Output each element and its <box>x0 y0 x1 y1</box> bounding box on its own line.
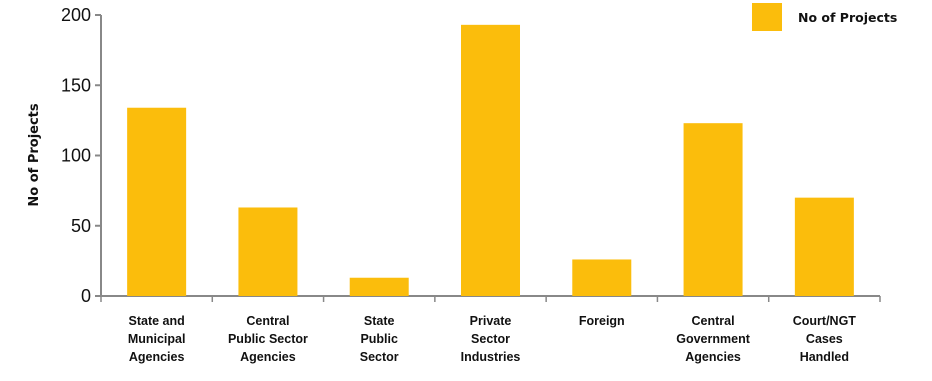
x-category-label-line: Sector <box>360 350 399 364</box>
bar <box>238 207 298 296</box>
x-category-label: Central Public Sector Agencies <box>228 314 308 364</box>
legend-swatch <box>752 3 782 31</box>
bar <box>683 123 743 296</box>
x-category-label-line: Municipal <box>128 332 186 346</box>
bar <box>127 107 187 296</box>
x-category-label-line: Court/NGT <box>793 314 857 328</box>
bar <box>572 259 632 296</box>
y-axis-label: No of Projects <box>27 103 42 207</box>
y-tick-label: 200 <box>61 5 91 25</box>
x-category-label-line: Handled <box>800 350 849 364</box>
x-category-label: State and Municipal Agencies <box>128 314 186 364</box>
x-category-label: Foreign <box>579 314 625 328</box>
bar <box>794 197 854 296</box>
y-tick-label: 100 <box>61 146 91 166</box>
x-category-label-line: Agencies <box>129 350 185 364</box>
x-category-label-line: Central <box>692 314 735 328</box>
x-category-label-line: State and <box>129 314 185 328</box>
y-tick-label: 150 <box>61 75 91 95</box>
x-category-label: Central Government Agencies <box>676 314 750 364</box>
x-category-label-line: Sector <box>471 332 510 346</box>
x-category-label-line: Public Sector <box>228 332 308 346</box>
x-category-label-line: Agencies <box>685 350 741 364</box>
x-category-label-line: Industries <box>461 350 521 364</box>
x-category-label: Private Sector Industries <box>461 314 521 364</box>
x-category-label-line: Foreign <box>579 314 625 328</box>
y-tick-label: 50 <box>71 216 91 236</box>
legend: No of Projects <box>752 3 897 31</box>
x-category-label-line: Private <box>470 314 512 328</box>
x-category-label-line: Agencies <box>240 350 296 364</box>
bar <box>461 24 520 297</box>
x-category-label-line: Government <box>676 332 750 346</box>
x-category-label-line: Public <box>360 332 398 346</box>
x-category-label-line: Central <box>246 314 289 328</box>
x-category-label: Court/NGT Cases Handled <box>793 314 857 364</box>
x-category-label: State Public Sector <box>360 314 399 364</box>
bar <box>349 277 409 296</box>
x-category-label-line: State <box>364 314 395 328</box>
legend-label: No of Projects <box>798 10 897 25</box>
x-category-label-line: Cases <box>806 332 843 346</box>
y-tick-label: 0 <box>81 286 91 306</box>
